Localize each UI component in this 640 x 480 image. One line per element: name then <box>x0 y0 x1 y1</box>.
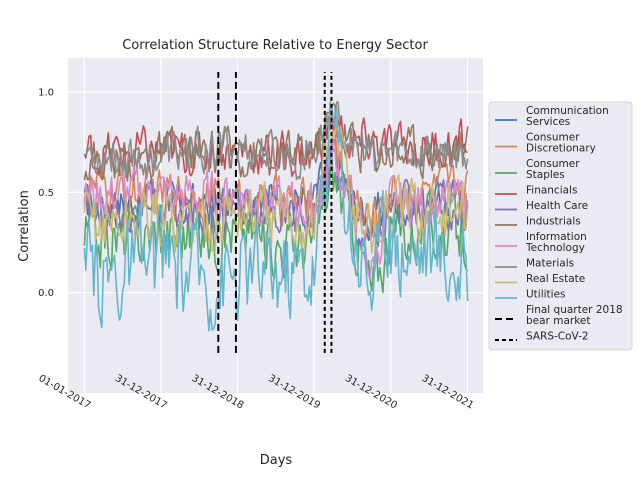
y-tick-label: 0.0 <box>38 288 54 299</box>
legend-label: Staples <box>526 169 565 181</box>
legend-label: Discretionary <box>526 143 596 155</box>
legend-label: Information <box>526 231 587 243</box>
legend-label: bear market <box>526 315 590 327</box>
legend-items: CommunicationServicesConsumerDiscretiona… <box>495 105 623 343</box>
legend-label: Final quarter 2018 <box>526 304 623 316</box>
legend-label: Health Care <box>526 200 588 212</box>
legend-label: Consumer <box>526 132 580 144</box>
chart-title: Correlation Structure Relative to Energy… <box>122 38 428 53</box>
legend-label: Services <box>526 116 570 128</box>
legend-label: Utilities <box>526 289 566 301</box>
legend-label: SARS-CoV-2 <box>526 331 589 343</box>
series-line <box>83 114 469 256</box>
y-axis-label: Correlation <box>17 190 32 262</box>
y-tick-label: 0.5 <box>38 188 54 199</box>
y-tick-labels: 0.0 0.5 1.0 <box>38 88 54 300</box>
legend <box>488 101 633 351</box>
event-lines <box>217 72 333 353</box>
legend-label: Financials <box>526 185 577 197</box>
series-line <box>83 101 469 181</box>
legend-label: Communication <box>526 105 609 117</box>
legend-label: Real Estate <box>526 273 585 285</box>
legend-label: Technology <box>525 242 585 254</box>
series-line <box>83 101 469 332</box>
legend-label: Industrials <box>526 216 581 228</box>
y-tick-label: 1.0 <box>38 88 54 99</box>
legend-label: Materials <box>526 258 574 270</box>
x-axis-label: Days <box>260 453 293 468</box>
legend-label: Consumer <box>526 158 580 170</box>
series-lines <box>83 101 469 332</box>
